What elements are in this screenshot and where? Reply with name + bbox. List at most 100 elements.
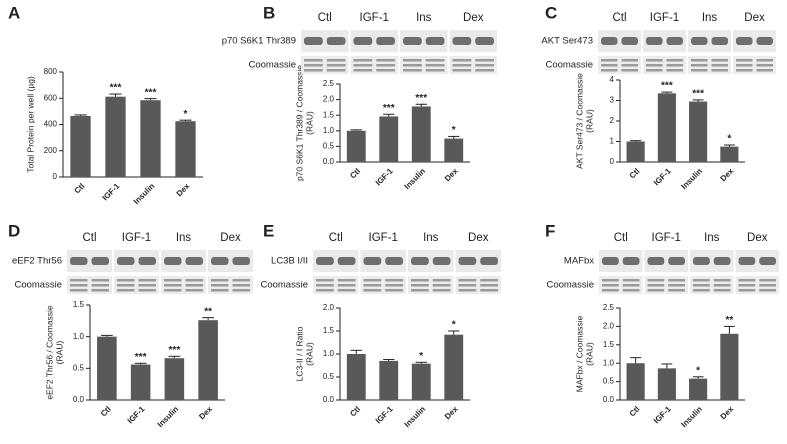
- coomassie-band: [316, 284, 334, 287]
- coomassie-band: [304, 59, 323, 62]
- coomassie-band: [363, 284, 382, 287]
- coomassie-band: [647, 284, 665, 287]
- coomassie-band: [738, 289, 756, 292]
- blot-lane-label: IGF-1: [122, 232, 151, 244]
- coomassie-band: [138, 279, 156, 282]
- blot-band: [622, 257, 640, 265]
- coomassie-band: [691, 64, 708, 67]
- blot-band: [458, 257, 477, 265]
- y-tick-label: 1: [610, 137, 615, 146]
- coomassie-band: [452, 64, 472, 67]
- y-tick-label: 0: [53, 172, 58, 181]
- coomassie-band: [646, 69, 663, 72]
- blot-lane-label: IGF-1: [369, 232, 398, 244]
- panel-letter: F: [545, 221, 555, 240]
- blot-band: [337, 257, 356, 265]
- coomassie-band: [693, 284, 710, 287]
- coomassie-band: [326, 64, 346, 67]
- coomassie-band: [693, 289, 710, 292]
- significance-label: ***: [415, 93, 427, 104]
- y-tick-label: 1.0: [323, 126, 335, 135]
- coomassie-band: [138, 289, 156, 292]
- coomassie-band: [326, 59, 346, 62]
- x-tick-label: Dex: [719, 166, 736, 183]
- bar: [140, 100, 161, 177]
- blot-lane-label: Ins: [704, 232, 720, 244]
- blot-background: [688, 30, 731, 52]
- blot-lane-label: Ctl: [318, 12, 332, 24]
- coomassie-band: [601, 69, 618, 72]
- blot-lane-label: Ctl: [329, 232, 343, 244]
- blot-band: [647, 257, 665, 265]
- coomassie-band: [385, 289, 403, 292]
- coomassie-band: [337, 289, 356, 292]
- blot-lane-label: Dex: [744, 12, 765, 24]
- significance-label: ***: [383, 103, 395, 114]
- blot-background: [408, 250, 454, 272]
- x-tick-label: Insulin: [679, 166, 704, 191]
- blot-lane-label: Dex: [747, 232, 768, 244]
- blot-band: [693, 257, 710, 265]
- blot-band: [646, 37, 663, 45]
- y-tick-label: 4: [610, 75, 615, 84]
- y-axis-label: (RAU): [584, 109, 594, 133]
- coomassie-band: [666, 64, 683, 67]
- x-tick-label: Ctl: [99, 405, 113, 419]
- bar: [657, 93, 676, 162]
- coomassie-band: [458, 279, 477, 282]
- coomassie-band: [403, 59, 422, 62]
- y-tick-label: 1.0: [603, 358, 615, 367]
- coomassie-band: [480, 279, 498, 282]
- blot-background: [644, 250, 688, 272]
- coomassie-band: [736, 64, 753, 67]
- y-tick-label: 1.0: [73, 332, 85, 341]
- coomassie-band: [411, 289, 429, 292]
- blot-lane-label: Dex: [468, 232, 489, 244]
- coomassie-band: [691, 69, 708, 72]
- coomassie-band: [647, 289, 665, 292]
- coomassie-band: [601, 59, 618, 62]
- coomassie-band: [211, 289, 229, 292]
- blot-background: [360, 250, 406, 272]
- significance-label: *: [452, 125, 456, 136]
- coomassie-band: [91, 284, 109, 287]
- coomassie-band: [376, 69, 395, 72]
- significance-label: *: [184, 109, 188, 120]
- coomassie-band: [138, 284, 156, 287]
- coomassie-band: [385, 279, 403, 282]
- bar: [689, 101, 708, 162]
- coomassie-band: [646, 59, 663, 62]
- coomassie-band: [117, 284, 135, 287]
- blot-band: [164, 257, 182, 265]
- x-tick-label: Insulin: [403, 166, 428, 191]
- y-tick-label: 1.5: [603, 340, 615, 349]
- coomassie-band: [738, 279, 756, 282]
- coomassie-band: [91, 279, 109, 282]
- blot-row-label: LC3B I/II: [271, 256, 308, 267]
- significance-label: *: [419, 351, 423, 362]
- blot-row-label: Coomassie: [260, 280, 308, 291]
- coomassie-band: [353, 64, 373, 67]
- x-tick-label: IGF-1: [374, 166, 395, 187]
- bar: [444, 334, 464, 400]
- coomassie-band: [452, 59, 472, 62]
- bar: [626, 363, 645, 400]
- y-axis-label: (RAU): [304, 342, 314, 366]
- coomassie-band: [711, 64, 728, 67]
- coomassie-band: [475, 59, 494, 62]
- blot-band: [326, 37, 346, 45]
- coomassie-band: [70, 289, 88, 292]
- bar: [164, 358, 185, 400]
- blot-background: [350, 30, 398, 52]
- blot-band: [738, 257, 756, 265]
- y-axis-label: MAFbx / Coomassie: [574, 315, 584, 392]
- blot-lane-label: IGF-1: [650, 12, 679, 24]
- bar: [379, 116, 399, 162]
- coomassie-band: [756, 64, 773, 67]
- y-tick-label: 0.5: [73, 363, 85, 372]
- blot-lane-label: Ins: [702, 12, 718, 24]
- coomassie-band: [403, 69, 422, 72]
- y-tick-label: 0.0: [323, 157, 335, 166]
- significance-label: ***: [692, 89, 704, 100]
- blot-band: [602, 257, 619, 265]
